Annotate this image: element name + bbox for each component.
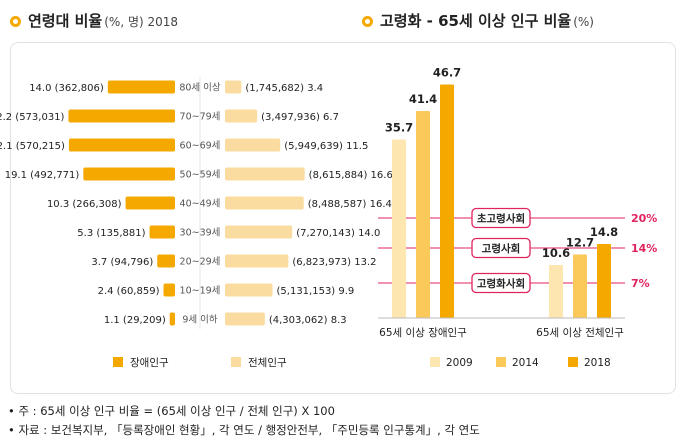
legend-label-2014: 2014 [512,357,539,369]
threshold-percent-2: 7% [631,277,650,290]
bar-disabled-8 [169,312,175,326]
age-category-2: 60~69세 [180,141,221,152]
label-total-2: (5,949,639) 11.5 [284,141,368,152]
label-disabled-7: 2.4 (60,859) [98,286,160,297]
bar-total-5 [225,225,293,239]
label-disabled-2: 22.1 (570,215) [0,141,65,152]
bar-total-3 [225,167,305,181]
age-category-3: 50~59세 [180,170,221,181]
right-chart-title: 고령화 - 65세 이상 인구 비율 (%) [362,10,594,31]
legend-label-disabled: 장애인구 [130,357,169,369]
footnotes: • 주 : 65세 이상 인구 비율 = (65세 이상 인구 / 전체 인구)… [8,402,480,440]
group-label-0: 65세 이상 장애인구 [379,327,467,339]
age-category-1: 70~79세 [180,112,221,123]
bar-disabled-6 [157,254,175,268]
left-chart-title: 연령대 비율 (%, 명) 2018 [10,10,178,31]
value-label-2009-0: 35.7 [385,121,413,135]
label-total-7: (5,131,153) 9.9 [277,286,355,297]
legend-swatch-2014 [496,357,506,367]
threshold-percent-1: 14% [631,242,657,255]
bar-2018-1 [597,244,611,318]
label-total-0: (1,745,682) 3.4 [245,83,323,94]
bar-disabled-1 [68,109,175,123]
bar-total-7 [225,283,273,297]
label-disabled-1: 22.2 (573,031) [0,112,65,123]
label-disabled-4: 10.3 (266,308) [47,199,122,210]
label-total-3: (8,615,884) 16.6 [309,170,393,181]
bar-disabled-0 [107,80,175,94]
value-label-2018-1: 14.8 [590,225,618,239]
value-label-2018-0: 46.7 [433,66,461,80]
age-category-7: 10~19세 [180,286,221,297]
bar-disabled-4 [125,196,175,210]
age-category-6: 20~29세 [180,257,221,268]
threshold-box-2 [471,272,531,294]
legend-swatch-disabled [113,357,123,367]
legend-swatch-2009 [430,357,440,367]
age-category-0: 80세 이상 [179,83,221,94]
bar-total-8 [225,312,265,326]
bar-2009-1 [549,265,563,318]
threshold-name-0: 초고령사회 [477,212,525,225]
right-title-unit: (%) [573,15,594,29]
threshold-box-1 [471,237,531,259]
chart-panel [10,42,676,394]
bar-total-6 [225,254,289,268]
footnote-formula: • 주 : 65세 이상 인구 비율 = (65세 이상 인구 / 전체 인구)… [8,404,335,418]
legend-label-2009: 2009 [446,357,473,369]
age-category-8: 9세 이하 [182,314,218,326]
label-disabled-6: 3.7 (94,796) [91,257,153,268]
label-disabled-0: 14.0 (362,806) [29,83,104,94]
threshold-box-0 [471,207,531,229]
bar-disabled-3 [83,167,175,181]
bar-2009-0 [392,139,406,318]
legend-swatch-total [231,357,241,367]
bar-2014-0 [416,111,430,318]
threshold-percent-0: 20% [631,212,657,225]
value-label-2014-0: 41.4 [409,92,437,106]
label-total-4: (8,488,587) 16.4 [308,199,392,210]
bar-disabled-2 [68,138,175,152]
group-label-1: 65세 이상 전체인구 [536,327,624,339]
value-label-2014-1: 12.7 [566,236,594,250]
left-title-unit: (%, 명) 2018 [104,15,179,29]
label-total-6: (6,823,973) 13.2 [292,257,376,268]
threshold-name-2: 고령화사회 [477,277,525,290]
legend-swatch-2018 [568,357,578,367]
bar-total-4 [225,196,304,210]
bar-2018-0 [440,84,454,318]
bar-2014-1 [573,254,587,318]
label-disabled-8: 1.1 (29,209) [104,315,166,326]
legend-label-total: 전체인구 [248,357,287,369]
right-title-main: 고령화 - 65세 이상 인구 비율 [380,12,572,30]
threshold-name-1: 고령사회 [482,242,521,255]
bar-total-0 [225,80,242,94]
bullet-icon [362,16,373,27]
bullet-icon [10,16,21,27]
label-total-5: (7,270,143) 14.0 [296,228,380,239]
label-total-8: (4,303,062) 8.3 [269,315,347,326]
bar-total-1 [225,109,258,123]
bar-disabled-5 [149,225,175,239]
value-label-2009-1: 10.6 [542,246,570,260]
footnote-source: • 자료 : 보건복지부, 「등록장애인 현황」, 각 연도 / 행정안전부, … [8,423,480,437]
label-total-1: (3,497,936) 6.7 [261,112,339,123]
legend-label-2018: 2018 [584,357,611,369]
left-title-main: 연령대 비율 [28,12,103,30]
label-disabled-3: 19.1 (492,771) [5,170,80,181]
label-disabled-5: 5.3 (135,881) [77,228,145,239]
age-category-4: 40~49세 [180,199,221,210]
bar-total-2 [225,138,281,152]
age-category-5: 30~39세 [180,228,221,239]
bar-disabled-7 [163,283,175,297]
